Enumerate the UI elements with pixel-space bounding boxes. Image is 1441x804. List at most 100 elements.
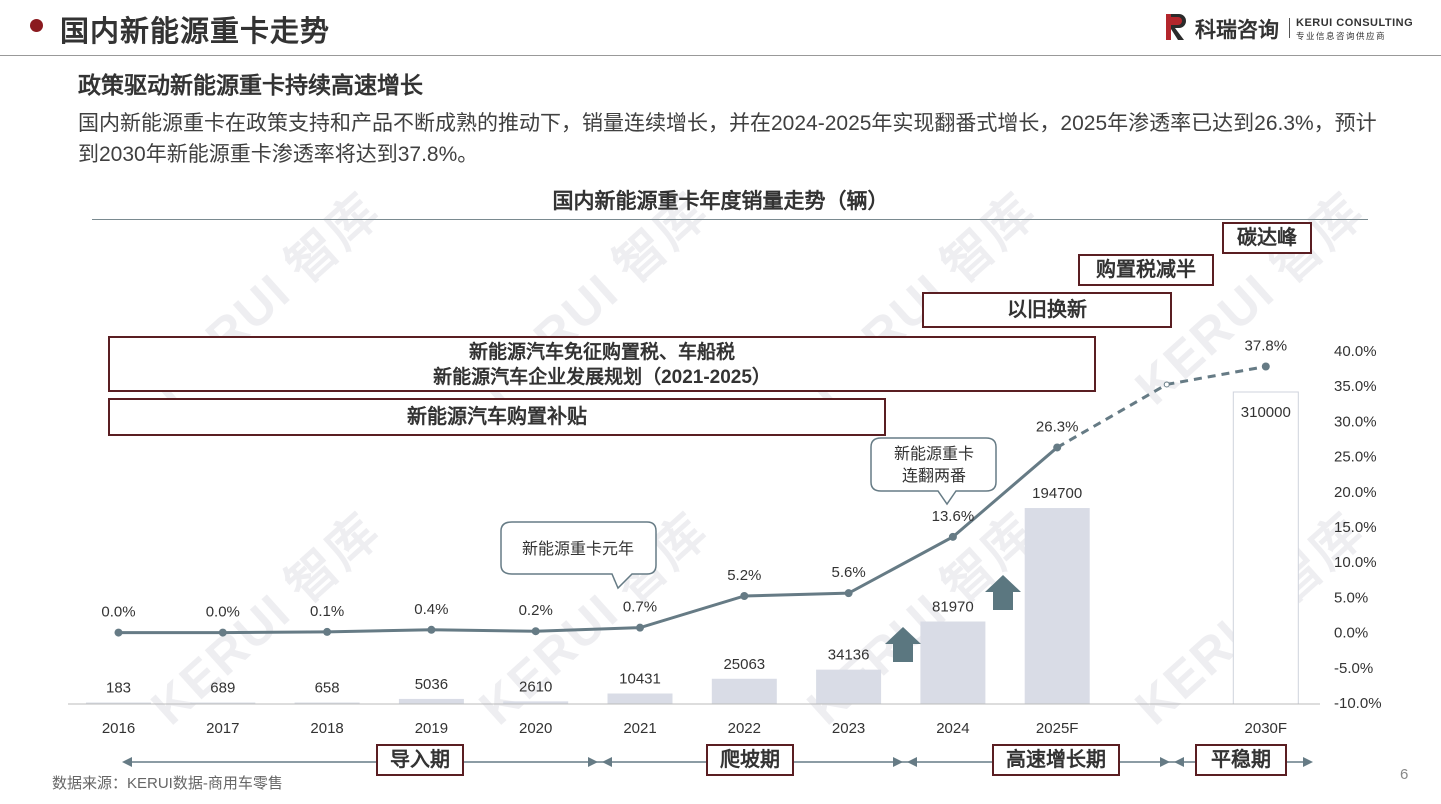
- x-tick-2017: 2017: [206, 720, 239, 737]
- bar-2020: [503, 701, 569, 704]
- bar-label-2017: 689: [210, 680, 235, 697]
- penetration-label-2022: 5.2%: [727, 567, 761, 584]
- stage-intro-label: 导入期: [390, 749, 450, 771]
- bar-2025F: [1024, 508, 1090, 704]
- bar-label-2024: 81970: [932, 599, 974, 616]
- penetration-point-2023: [844, 589, 853, 598]
- slide-title: 国内新能源重卡走势: [60, 16, 331, 48]
- chart-title: 国内新能源重卡年度销量走势（辆）: [552, 190, 889, 213]
- penetration-point-2016: [114, 628, 123, 637]
- chart-title-rule: [92, 219, 1368, 220]
- y2-tick: 15.0%: [1334, 519, 1377, 536]
- callout-double-line1: 新能源重卡: [894, 445, 974, 463]
- bar-2030F: [1232, 391, 1299, 705]
- stage-climb-label: 爬坡期: [720, 749, 780, 771]
- y2-tick: 30.0%: [1334, 413, 1377, 430]
- bar-label-2030F: 310000: [1241, 404, 1291, 421]
- bar-2021: [607, 693, 673, 704]
- x-tick-2024: 2024: [936, 720, 969, 737]
- kerui-logo: 科瑞咨询 KERUI CONSULTING 专业信息咨询供应商: [1166, 13, 1416, 43]
- bar-2019: [398, 698, 464, 704]
- logo-en-text: KERUI CONSULTING: [1296, 17, 1414, 29]
- stage-stable-label: 平稳期: [1211, 749, 1271, 771]
- penetration-label-2016: 0.0%: [101, 604, 135, 621]
- bar-label-2022: 25063: [723, 656, 765, 673]
- x-tick-2018: 2018: [310, 720, 343, 737]
- penetration-point-2019: [427, 625, 436, 634]
- stage-rapid: 高速增长期: [992, 744, 1120, 776]
- x-tick-2025F: 2025F: [1036, 720, 1079, 737]
- up-arrow-icon: [885, 627, 921, 662]
- up-arrow-icon: [985, 575, 1021, 610]
- bar-2017: [190, 702, 256, 704]
- bar-2023: [816, 669, 882, 704]
- y2-tick: 25.0%: [1334, 449, 1377, 466]
- data-source: 数据来源：KERUI数据-商用车零售: [52, 775, 283, 792]
- bar-label-2019: 5036: [415, 676, 448, 693]
- penetration-label-2024: 13.6%: [932, 508, 975, 525]
- penetration-line-solid: [118, 446, 1059, 635]
- page-number: 6: [1400, 766, 1409, 783]
- policy-purchase-tax-half-label: 购置税减半: [1096, 259, 1196, 281]
- penetration-label-2023: 5.6%: [831, 564, 865, 581]
- penetration-label-2030F: 37.8%: [1245, 337, 1288, 354]
- policy-tax-exemption: 新能源汽车免征购置税、车船税 新能源汽车企业发展规划（2021-2025）: [108, 336, 1096, 392]
- bar-label-2025F: 194700: [1032, 485, 1082, 502]
- logo-sub-text: 专业信息咨询供应商: [1296, 31, 1387, 41]
- bar-2022: [711, 678, 777, 704]
- x-tick-labels: 2016 2017 2018 2019 2020 2021 2022 2023 2024 2025…: [102, 720, 1287, 737]
- policy-purchase-subsidy: 新能源汽车购置补贴: [108, 398, 886, 436]
- penetration-point-projection: [1163, 381, 1170, 388]
- penetration-point-2024: [948, 532, 957, 541]
- stage-stable: 平稳期: [1195, 744, 1287, 776]
- bar-series: [86, 391, 1299, 705]
- bar-label-2020: 2610: [519, 678, 552, 695]
- x-tick-2030F: 2030F: [1245, 720, 1288, 737]
- y2-tick: -5.0%: [1334, 660, 1373, 677]
- policy-purchase-subsidy-label: 新能源汽车购置补贴: [407, 406, 587, 428]
- callout-first-year: 新能源重卡元年: [500, 521, 657, 590]
- policy-tax-exemption-line2: 新能源汽车企业发展规划（2021-2025）: [433, 367, 771, 388]
- penetration-label-2017: 0.0%: [206, 604, 240, 621]
- bar-label-2018: 658: [315, 680, 340, 697]
- policy-trade-in: 以旧换新: [922, 292, 1172, 328]
- x-tick-2019: 2019: [415, 720, 448, 737]
- penetration-point-2018: [323, 627, 332, 636]
- penetration-point-2020: [531, 627, 540, 636]
- y2-tick: 0.0%: [1334, 625, 1368, 642]
- x-tick-2021: 2021: [623, 720, 656, 737]
- penetration-point-2022: [740, 591, 749, 600]
- stage-rapid-label: 高速增长期: [1006, 749, 1106, 771]
- y2-tick: 35.0%: [1334, 378, 1377, 395]
- bar-value-labels: 183 689 658 5036 2610 10431 25063 34136 81970 194…: [106, 404, 1291, 697]
- policy-carbon-peak: 碳达峰: [1222, 222, 1312, 254]
- policy-tax-exemption-line1: 新能源汽车免征购置税、车船税: [468, 342, 735, 363]
- penetration-label-2025F: 26.3%: [1036, 418, 1079, 435]
- bar-label-2021: 10431: [619, 671, 661, 688]
- bar-2016: [86, 702, 151, 704]
- subheading: 政策驱动新能源重卡持续高速增长: [78, 72, 423, 98]
- logo-cn-text: 科瑞咨询: [1195, 19, 1279, 42]
- title-bullet: [30, 19, 43, 32]
- x-tick-2016: 2016: [102, 720, 135, 737]
- stage-climb: 爬坡期: [706, 744, 794, 776]
- x-tick-2022: 2022: [728, 720, 761, 737]
- penetration-label-2020: 0.2%: [519, 602, 553, 619]
- penetration-value-labels: 0.0% 0.0% 0.1% 0.4% 0.2% 0.7% 5.2% 5.6% 13.6% 26.…: [101, 337, 1287, 620]
- bar-2018: [294, 702, 360, 704]
- y2-tick: 40.0%: [1334, 343, 1377, 360]
- x-tick-2020: 2020: [519, 720, 552, 737]
- x-tick-2023: 2023: [832, 720, 865, 737]
- policy-trade-in-label: 以旧换新: [1007, 299, 1087, 321]
- y2-tick: -10.0%: [1334, 695, 1382, 712]
- penetration-point-2017: [218, 628, 227, 637]
- penetration-label-2019: 0.4%: [414, 601, 448, 618]
- logo-separator: [1289, 18, 1290, 38]
- policy-purchase-tax-half: 购置税减半: [1078, 254, 1214, 286]
- bar-2024: [920, 621, 986, 704]
- policy-carbon-peak-label: 碳达峰: [1237, 227, 1297, 249]
- bar-label-2016: 183: [106, 680, 131, 697]
- bar-label-2023: 34136: [828, 647, 870, 664]
- penetration-point-2025F: [1053, 443, 1062, 452]
